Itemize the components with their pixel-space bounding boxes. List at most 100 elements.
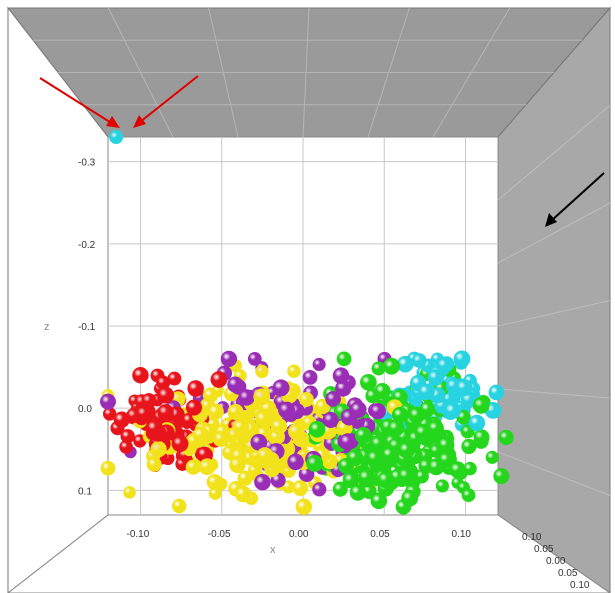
data-point bbox=[146, 456, 162, 472]
x-tick-label: 0.05 bbox=[370, 529, 390, 540]
depth-tick-label: 0.05 bbox=[558, 568, 578, 579]
data-point bbox=[208, 487, 222, 500]
data-point bbox=[325, 391, 341, 407]
data-point bbox=[306, 455, 324, 472]
data-point bbox=[185, 399, 203, 416]
data-point bbox=[234, 485, 252, 503]
z-tick-label: -0.3 bbox=[78, 158, 96, 169]
data-point bbox=[455, 379, 473, 397]
data-point bbox=[123, 486, 136, 499]
side-gridline bbox=[497, 388, 611, 399]
depth-tick-label: 0.05 bbox=[534, 544, 554, 555]
data-point bbox=[336, 351, 352, 367]
data-point bbox=[157, 386, 175, 404]
data-point bbox=[192, 426, 210, 444]
data-point bbox=[397, 467, 415, 485]
outlier-point bbox=[109, 130, 124, 144]
data-point bbox=[473, 429, 490, 446]
red-arrow-right bbox=[133, 75, 199, 128]
data-point bbox=[150, 440, 167, 458]
data-point bbox=[371, 361, 386, 376]
data-point bbox=[270, 417, 288, 435]
data-point bbox=[332, 481, 348, 497]
data-point bbox=[349, 484, 367, 501]
data-point bbox=[444, 402, 461, 420]
data-point bbox=[207, 403, 224, 420]
data-point bbox=[287, 364, 301, 378]
data-point bbox=[250, 433, 268, 451]
data-point bbox=[391, 406, 409, 424]
data-point bbox=[332, 367, 350, 384]
z-tick-label: 0.1 bbox=[78, 486, 92, 497]
data-point bbox=[360, 373, 377, 391]
data-point bbox=[210, 371, 228, 388]
data-point bbox=[113, 411, 130, 428]
x-tick-label: -0.10 bbox=[127, 529, 150, 540]
data-point bbox=[463, 461, 477, 476]
data-point bbox=[485, 450, 499, 464]
data-point bbox=[232, 418, 250, 436]
data-point bbox=[401, 489, 419, 507]
data-point bbox=[254, 473, 271, 491]
data-point bbox=[312, 482, 327, 497]
data-point bbox=[206, 474, 223, 490]
x-axis-label: x bbox=[270, 544, 276, 556]
data-point bbox=[302, 370, 318, 385]
side-gridline bbox=[497, 300, 611, 327]
data-point bbox=[366, 449, 384, 467]
z-tick-label: -0.1 bbox=[78, 322, 96, 333]
data-point bbox=[377, 471, 395, 489]
data-point bbox=[354, 426, 372, 444]
data-point bbox=[449, 461, 466, 479]
data-point bbox=[220, 350, 238, 368]
data-point bbox=[308, 420, 326, 438]
data-point bbox=[255, 364, 269, 379]
data-point bbox=[281, 480, 296, 494]
side-gridline bbox=[497, 105, 611, 201]
data-point bbox=[145, 419, 163, 437]
data-point bbox=[298, 392, 314, 407]
data-point bbox=[461, 438, 477, 455]
data-point bbox=[288, 423, 305, 440]
data-point bbox=[374, 383, 391, 400]
data-point bbox=[322, 411, 339, 429]
data-point bbox=[453, 350, 471, 368]
x-tick-label: 0.00 bbox=[289, 529, 309, 540]
data-point bbox=[358, 468, 376, 486]
z-tick-label: -0.2 bbox=[78, 240, 96, 251]
data-point bbox=[171, 498, 187, 514]
data-point bbox=[411, 353, 427, 368]
data-point bbox=[472, 396, 490, 414]
data-point bbox=[156, 375, 171, 390]
data-point bbox=[196, 446, 213, 463]
data-point bbox=[119, 440, 133, 454]
data-point bbox=[369, 403, 386, 420]
data-point bbox=[427, 458, 445, 476]
z-axis-label: z bbox=[44, 321, 50, 333]
side-gridline bbox=[497, 202, 611, 264]
data-point bbox=[381, 446, 399, 464]
data-point bbox=[237, 470, 253, 486]
data-points bbox=[100, 130, 514, 516]
data-point bbox=[396, 355, 414, 373]
data-point bbox=[435, 479, 449, 493]
data-point bbox=[383, 357, 400, 375]
data-point bbox=[229, 456, 246, 474]
gridlines bbox=[33, 7, 611, 515]
data-point bbox=[312, 357, 326, 372]
depth-tick-label: 0.00 bbox=[546, 556, 566, 567]
data-point bbox=[370, 492, 388, 510]
data-point bbox=[339, 433, 357, 451]
black-arrow bbox=[545, 172, 605, 227]
depth-tick-label: 0.10 bbox=[570, 580, 590, 591]
data-point bbox=[167, 371, 182, 386]
data-point bbox=[427, 420, 444, 437]
data-point bbox=[120, 429, 135, 444]
data-point bbox=[238, 389, 255, 406]
data-point bbox=[342, 471, 360, 489]
data-point bbox=[202, 387, 219, 403]
data-point bbox=[488, 384, 505, 401]
data-point bbox=[102, 407, 117, 421]
data-point bbox=[408, 406, 426, 424]
